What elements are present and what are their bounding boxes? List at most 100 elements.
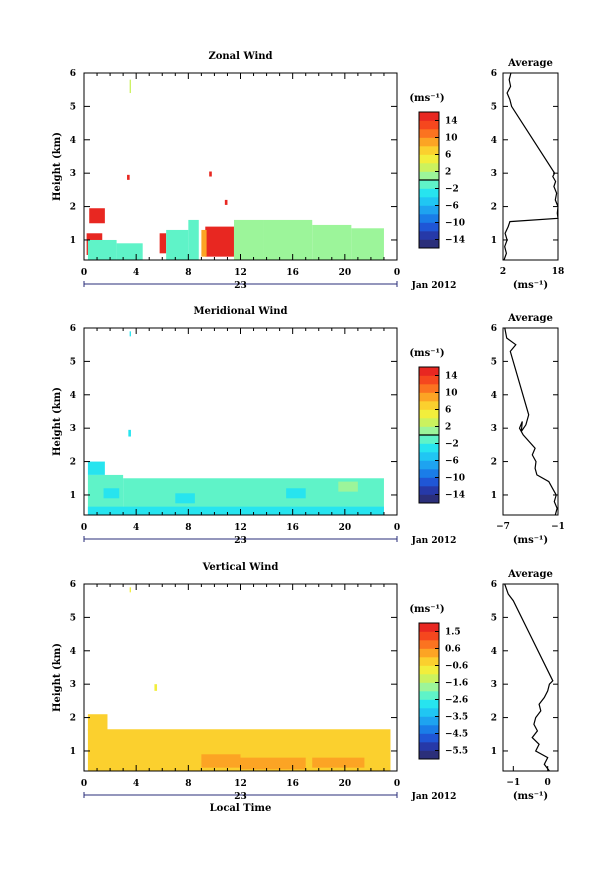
colorbar-swatch bbox=[419, 163, 439, 172]
y-tick-label: 2 bbox=[70, 714, 76, 724]
y-tick-label: 4 bbox=[70, 136, 76, 146]
x-tick-label: 12 bbox=[234, 779, 247, 789]
colorbar-swatch bbox=[419, 171, 439, 181]
colorbar-swatch bbox=[419, 154, 439, 164]
x-tick-label: 12 bbox=[234, 268, 247, 278]
colorbar-tick-label: 10 bbox=[445, 134, 458, 144]
colorbar-swatch bbox=[419, 494, 439, 504]
y-tick-label: 6 bbox=[70, 69, 76, 79]
colorbar-swatch bbox=[419, 129, 439, 138]
y-tick-label: 4 bbox=[70, 647, 76, 657]
avg-y-tick-label: 3 bbox=[491, 424, 497, 434]
heat-cell bbox=[89, 208, 105, 224]
avg-x-tick-label: −7 bbox=[496, 522, 510, 532]
colorbar-swatch bbox=[419, 708, 439, 717]
y-tick-label: 1 bbox=[70, 236, 76, 246]
colorbar-swatch bbox=[419, 120, 439, 130]
heat-cell bbox=[240, 757, 306, 770]
y-tick-label: 2 bbox=[70, 458, 76, 468]
colorbar-swatch bbox=[419, 699, 439, 709]
x-axis-label: Local Time bbox=[210, 803, 272, 814]
colorbar-swatch bbox=[419, 188, 439, 198]
colorbar-swatch bbox=[419, 418, 439, 427]
y-tick-label: 3 bbox=[70, 680, 76, 690]
colorbar-swatch bbox=[419, 648, 439, 658]
colorbar-swatch bbox=[419, 146, 439, 155]
avg-y-tick-label: 6 bbox=[491, 69, 497, 79]
colorbar-swatch bbox=[419, 733, 439, 743]
average-profile-line bbox=[504, 327, 558, 516]
colorbar-swatch bbox=[419, 392, 439, 402]
x-tick-label: 0 bbox=[81, 523, 87, 533]
colorbar-frame bbox=[418, 622, 440, 760]
heat-cell bbox=[90, 750, 137, 765]
heat-cell bbox=[129, 79, 131, 94]
colorbar-swatch bbox=[419, 426, 439, 436]
average-title: Average bbox=[507, 58, 553, 69]
heat-cell bbox=[116, 243, 143, 260]
x-tick-label: 4 bbox=[133, 523, 139, 533]
y-tick-label: 5 bbox=[70, 102, 76, 112]
colorbar-tick-label: 1.5 bbox=[445, 628, 461, 638]
colorbar-tick-label: −4.5 bbox=[445, 730, 468, 740]
heat-cell bbox=[154, 684, 158, 691]
colorbar-swatch bbox=[419, 486, 439, 495]
colorbar-swatch bbox=[419, 435, 439, 444]
heat-cell bbox=[159, 233, 167, 254]
colorbar-swatch bbox=[419, 239, 439, 249]
colorbar-swatch bbox=[419, 367, 439, 376]
avg-y-tick-label: 6 bbox=[491, 324, 497, 334]
colorbar-tick-label: 6 bbox=[445, 406, 451, 416]
average-title: Average bbox=[507, 313, 553, 324]
colorbar-unit: (ms⁻¹) bbox=[409, 93, 444, 104]
average-frame bbox=[502, 327, 559, 516]
y-tick-label: 5 bbox=[70, 613, 76, 623]
colorbar-swatch bbox=[419, 657, 439, 666]
colorbar-swatch bbox=[419, 222, 439, 232]
colorbar-swatch bbox=[419, 409, 439, 419]
x-tick-label: 8 bbox=[185, 779, 191, 789]
colorbar-swatch bbox=[419, 384, 439, 393]
y-tick-label: 4 bbox=[70, 391, 76, 401]
x-tick-label: 8 bbox=[185, 523, 191, 533]
heat-cell bbox=[205, 226, 234, 257]
average-profile-line bbox=[503, 72, 559, 261]
colorbar-unit: (ms⁻¹) bbox=[409, 348, 444, 359]
average-profile-line bbox=[504, 583, 554, 772]
date-label: Jan 2012 bbox=[411, 281, 457, 291]
avg-y-tick-label: 4 bbox=[491, 391, 497, 401]
y-tick-label: 6 bbox=[70, 580, 76, 590]
colorbar-swatch bbox=[419, 231, 439, 240]
y-tick-label: 1 bbox=[70, 747, 76, 757]
y-tick-label: 5 bbox=[70, 357, 76, 367]
colorbar-tick-label: −3.5 bbox=[445, 713, 468, 723]
heat-cell bbox=[233, 219, 264, 260]
colorbar-tick-label: 2 bbox=[445, 168, 451, 178]
avg-y-tick-label: 1 bbox=[491, 491, 497, 501]
avg-x-tick-label: 2 bbox=[500, 267, 506, 277]
y-tick-label: 3 bbox=[70, 169, 76, 179]
colorbar-swatch bbox=[419, 623, 439, 632]
colorbar-tick-label: 14 bbox=[445, 117, 458, 127]
heat-cell bbox=[286, 488, 306, 499]
y-axis-label: Height (km) bbox=[52, 643, 63, 712]
colorbar-swatch bbox=[419, 197, 439, 206]
avg-y-tick-label: 4 bbox=[491, 136, 497, 146]
colorbar-tick-label: −14 bbox=[445, 491, 465, 501]
colorbar-tick-label: −6 bbox=[445, 202, 459, 212]
colorbar-swatch bbox=[419, 674, 439, 683]
day-label: 23 bbox=[234, 536, 247, 546]
heat-cell bbox=[201, 754, 241, 768]
heat-cell bbox=[166, 229, 189, 260]
avg-x-label: (ms⁻¹) bbox=[513, 791, 548, 802]
heat-cell bbox=[87, 239, 117, 260]
colorbar-tick-label: −10 bbox=[445, 219, 465, 229]
colorbar-swatch bbox=[419, 401, 439, 410]
x-tick-label: 0 bbox=[394, 268, 400, 278]
x-tick-label: 16 bbox=[286, 523, 299, 533]
y-tick-label: 1 bbox=[70, 491, 76, 501]
colorbar-tick-label: 2 bbox=[445, 423, 451, 433]
colorbar-swatch bbox=[419, 725, 439, 734]
avg-x-tick-label: −1 bbox=[506, 778, 520, 788]
colorbar-tick-label: 10 bbox=[445, 389, 458, 399]
